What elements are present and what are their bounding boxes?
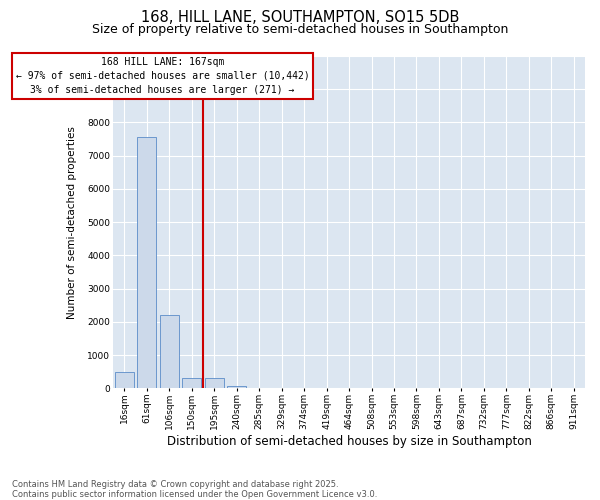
Bar xyxy=(137,138,157,388)
Bar xyxy=(115,372,134,388)
Bar xyxy=(160,316,179,388)
Bar xyxy=(205,378,224,388)
Bar xyxy=(182,378,202,388)
Text: 168 HILL LANE: 167sqm
← 97% of semi-detached houses are smaller (10,442)
3% of s: 168 HILL LANE: 167sqm ← 97% of semi-deta… xyxy=(16,56,310,94)
X-axis label: Distribution of semi-detached houses by size in Southampton: Distribution of semi-detached houses by … xyxy=(167,434,532,448)
Text: 168, HILL LANE, SOUTHAMPTON, SO15 5DB: 168, HILL LANE, SOUTHAMPTON, SO15 5DB xyxy=(141,10,459,25)
Text: Contains HM Land Registry data © Crown copyright and database right 2025.
Contai: Contains HM Land Registry data © Crown c… xyxy=(12,480,377,499)
Text: Size of property relative to semi-detached houses in Southampton: Size of property relative to semi-detach… xyxy=(92,22,508,36)
Y-axis label: Number of semi-detached properties: Number of semi-detached properties xyxy=(67,126,77,318)
Bar xyxy=(227,386,246,388)
